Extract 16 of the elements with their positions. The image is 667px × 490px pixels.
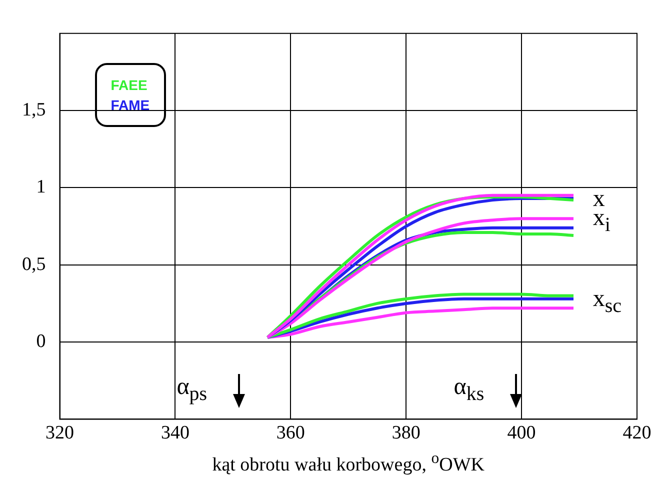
x-axis-title: kąt obrotu wału korbowego, $^{o}$OWK <box>211 450 486 476</box>
x-tick-label: 380 <box>392 422 420 444</box>
y-tick-label: 0 <box>36 331 46 352</box>
text: FAEE <box>110 76 148 96</box>
y-tick-label: 1,5 <box>22 100 46 121</box>
annotation: α$_{ks}$ <box>454 374 484 406</box>
text: FAME <box>110 96 150 116</box>
annotation: α$_{ps}$ <box>176 374 208 406</box>
x-tick-label: 320 <box>46 422 74 444</box>
y-tick-label: 0,5 <box>22 254 46 275</box>
x-tick-label: 360 <box>276 422 305 444</box>
y-tick-label: 1 <box>36 176 46 198</box>
x-tick-label: 420 <box>622 422 652 444</box>
x-tick-label: 340 <box>160 422 190 444</box>
x-tick-label: 400 <box>507 422 536 444</box>
annotation: x$_{sc}$ <box>592 286 622 318</box>
